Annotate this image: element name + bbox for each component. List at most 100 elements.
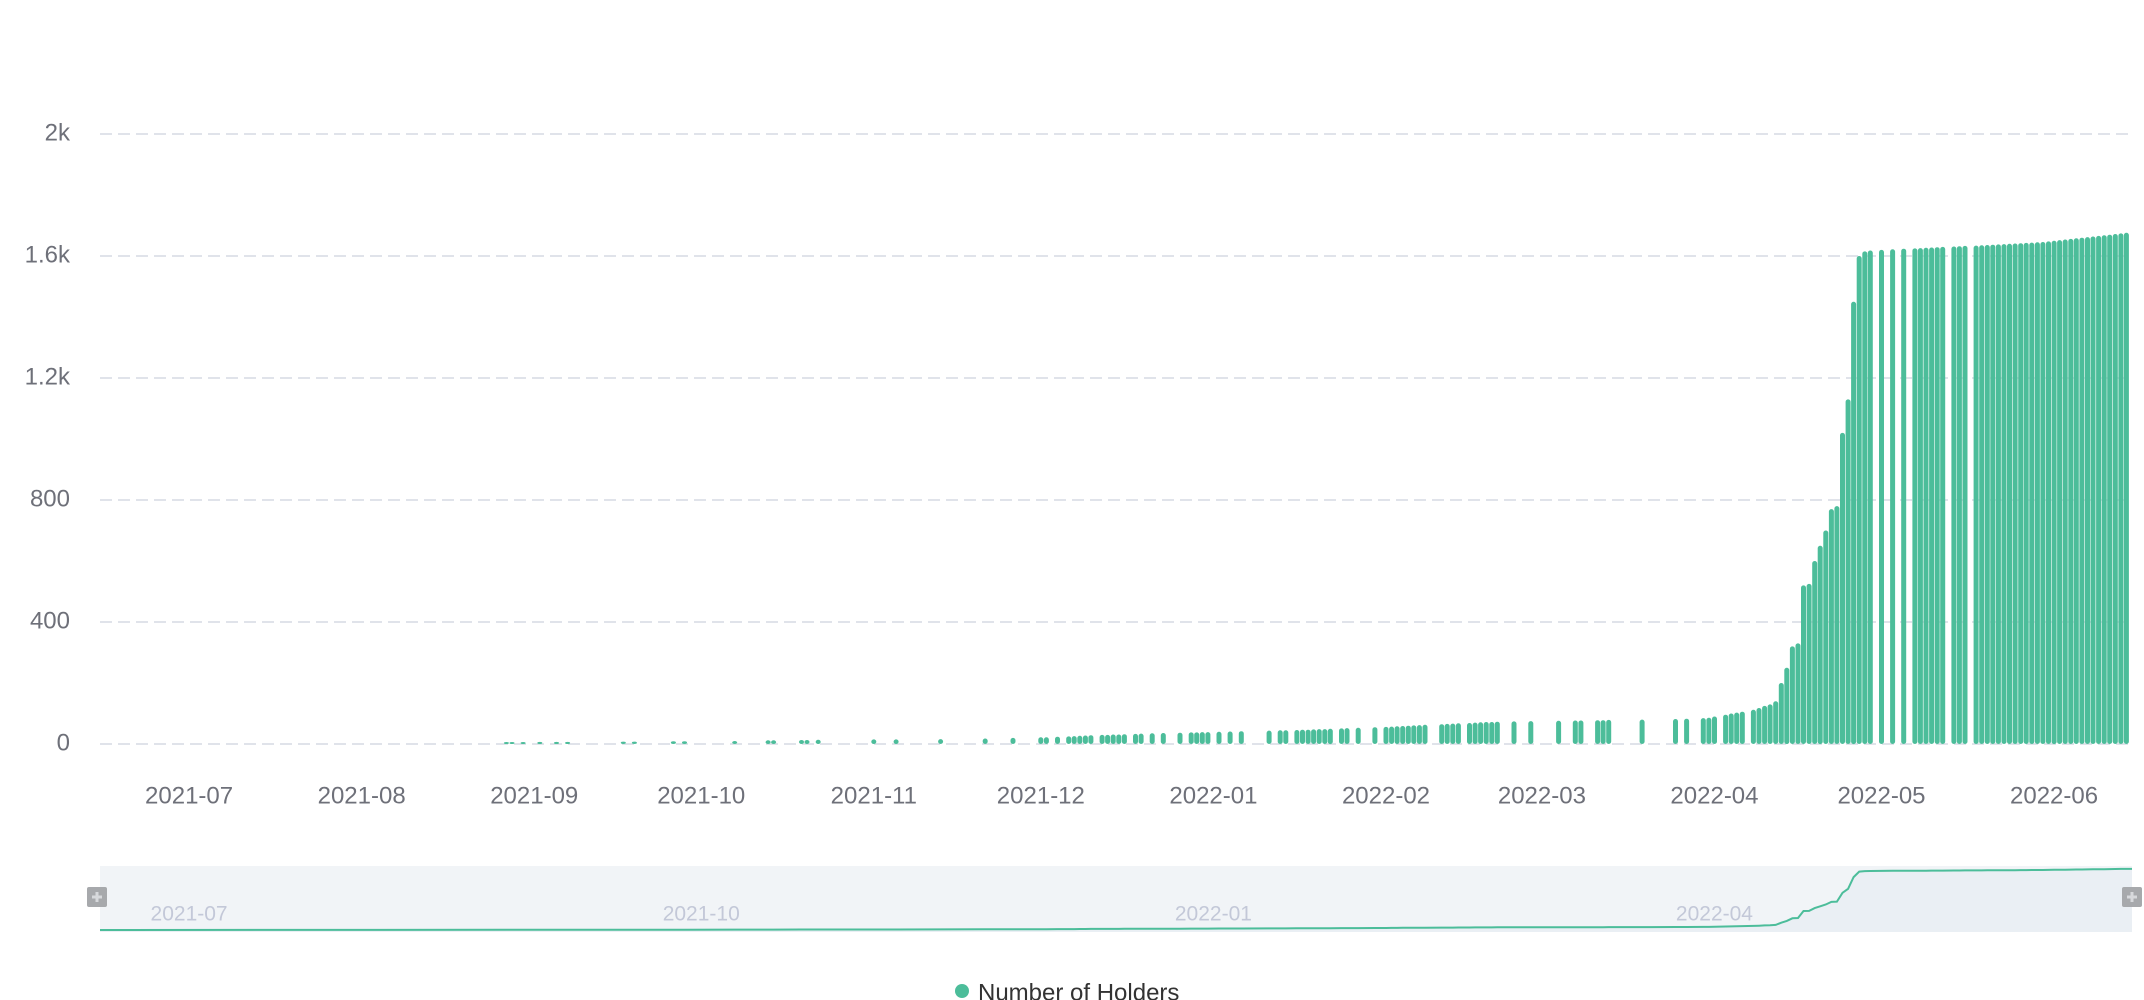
- bar[interactable]: [2057, 240, 2063, 744]
- bar[interactable]: [1817, 545, 1823, 745]
- bar[interactable]: [815, 739, 821, 744]
- bar[interactable]: [1990, 244, 1996, 744]
- bar[interactable]: [1728, 713, 1734, 745]
- bar[interactable]: [1494, 721, 1500, 744]
- bar[interactable]: [1929, 247, 1935, 745]
- bar[interactable]: [1973, 245, 1979, 744]
- bar[interactable]: [1723, 714, 1729, 744]
- slider-handle-left[interactable]: [87, 887, 107, 907]
- bar[interactable]: [732, 741, 738, 744]
- bar[interactable]: [2123, 232, 2129, 745]
- bar[interactable]: [2085, 237, 2090, 744]
- bar[interactable]: [1795, 643, 1801, 744]
- bar[interactable]: [1712, 716, 1717, 745]
- bar[interactable]: [2040, 242, 2046, 744]
- bar[interactable]: [1277, 730, 1283, 744]
- bar[interactable]: [1266, 730, 1272, 744]
- bar[interactable]: [765, 740, 771, 744]
- bar[interactable]: [682, 741, 687, 744]
- bar[interactable]: [2068, 238, 2074, 744]
- bar[interactable]: [1177, 732, 1183, 744]
- bar[interactable]: [1528, 721, 1534, 744]
- bar[interactable]: [1901, 248, 1907, 744]
- bar[interactable]: [1673, 719, 1678, 744]
- bar[interactable]: [520, 742, 526, 744]
- bar[interactable]: [2107, 234, 2113, 744]
- bar[interactable]: [1762, 705, 1768, 744]
- bar[interactable]: [2029, 242, 2035, 744]
- bar[interactable]: [1489, 722, 1495, 744]
- bar[interactable]: [1789, 646, 1795, 744]
- bar[interactable]: [1940, 246, 1946, 744]
- bar[interactable]: [1478, 722, 1484, 744]
- bar[interactable]: [1806, 583, 1812, 744]
- bar[interactable]: [1684, 718, 1690, 744]
- bar[interactable]: [1951, 246, 1957, 745]
- bar[interactable]: [893, 739, 899, 744]
- bar[interactable]: [1322, 729, 1328, 744]
- bar[interactable]: [1400, 726, 1406, 744]
- bar[interactable]: [1422, 724, 1428, 744]
- bar[interactable]: [1834, 506, 1840, 744]
- bar[interactable]: [1300, 729, 1305, 744]
- bar[interactable]: [804, 740, 810, 744]
- bar[interactable]: [1979, 245, 1985, 745]
- bar[interactable]: [1823, 530, 1829, 745]
- bar[interactable]: [2001, 244, 2007, 744]
- bar[interactable]: [2007, 243, 2012, 745]
- bar[interactable]: [1010, 737, 1016, 744]
- bar[interactable]: [1600, 720, 1606, 744]
- bar[interactable]: [1956, 246, 1962, 744]
- bar[interactable]: [1756, 708, 1762, 744]
- bar[interactable]: [1216, 731, 1222, 744]
- bar[interactable]: [1845, 399, 1851, 744]
- bar[interactable]: [1923, 247, 1929, 745]
- bar[interactable]: [1450, 723, 1456, 744]
- bar[interactable]: [1917, 248, 1923, 744]
- bar[interactable]: [1856, 256, 1862, 744]
- bar[interactable]: [1160, 733, 1166, 744]
- bar[interactable]: [1578, 720, 1584, 745]
- bar[interactable]: [1305, 729, 1311, 744]
- bar[interactable]: [1851, 301, 1857, 745]
- bar[interactable]: [2012, 243, 2018, 745]
- bar[interactable]: [2079, 237, 2085, 744]
- bar[interactable]: [2096, 235, 2102, 744]
- bar[interactable]: [2034, 242, 2040, 745]
- bar[interactable]: [2062, 239, 2068, 745]
- bar[interactable]: [1043, 737, 1049, 744]
- bar[interactable]: [1606, 719, 1612, 744]
- bar[interactable]: [503, 742, 509, 744]
- bar[interactable]: [1556, 720, 1562, 744]
- bar[interactable]: [1984, 245, 1990, 744]
- bar[interactable]: [1227, 731, 1233, 745]
- bar[interactable]: [1138, 733, 1144, 744]
- bar[interactable]: [1784, 667, 1790, 745]
- bar[interactable]: [1706, 717, 1712, 744]
- bar[interactable]: [1439, 724, 1445, 744]
- bar[interactable]: [1188, 732, 1194, 744]
- bar[interactable]: [2118, 233, 2124, 744]
- bar[interactable]: [537, 741, 543, 744]
- bar[interactable]: [1767, 704, 1773, 744]
- bar[interactable]: [1066, 736, 1072, 744]
- slider-handle-right[interactable]: [2122, 887, 2142, 907]
- bar[interactable]: [1572, 720, 1578, 745]
- bar[interactable]: [1355, 727, 1361, 744]
- bar[interactable]: [1344, 728, 1350, 744]
- bar[interactable]: [1327, 728, 1333, 745]
- bar[interactable]: [1088, 735, 1094, 744]
- bar[interactable]: [1862, 251, 1868, 744]
- bar[interactable]: [1372, 727, 1378, 744]
- bar[interactable]: [1238, 731, 1244, 744]
- bar[interactable]: [1890, 249, 1896, 745]
- bar[interactable]: [1283, 730, 1289, 744]
- bar[interactable]: [1483, 722, 1489, 744]
- bar[interactable]: [670, 741, 676, 744]
- bar[interactable]: [554, 741, 559, 744]
- bar[interactable]: [1472, 722, 1478, 744]
- bar[interactable]: [1995, 244, 2001, 744]
- bar[interactable]: [1840, 432, 1845, 744]
- bar[interactable]: [1444, 723, 1450, 744]
- bar[interactable]: [1389, 726, 1395, 744]
